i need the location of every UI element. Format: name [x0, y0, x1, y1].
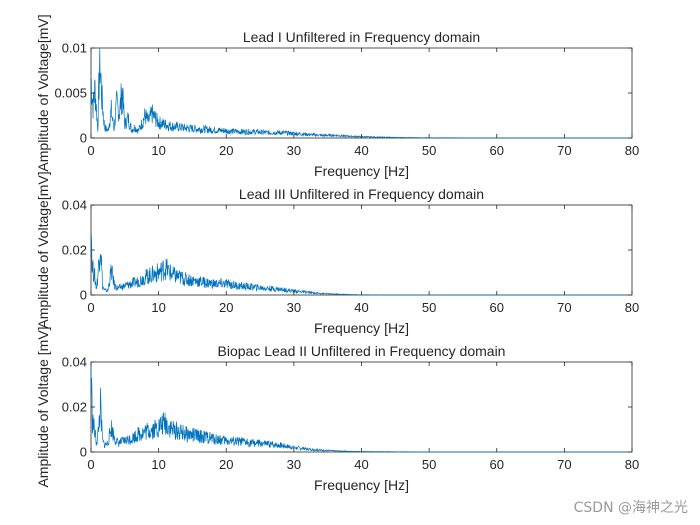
x-tick-label: 70 [557, 457, 571, 472]
x-tick-label: 50 [422, 300, 436, 315]
x-tick-label: 50 [422, 457, 436, 472]
x-tick-label: 70 [557, 300, 571, 315]
x-tick-label: 10 [151, 143, 165, 158]
chart-panel-3: 0 10 20 30 40 50 60 70 80 0 0.02 0.04 Biopac Lead II… [35, 326, 639, 493]
x-tick-label: 80 [625, 300, 639, 315]
x-tick-label: 30 [287, 457, 301, 472]
x-tick-label: 20 [219, 457, 233, 472]
x-tick-label: 80 [625, 457, 639, 472]
y-tick-label: 0.04 [62, 198, 87, 213]
y-tick-label: 0.01 [62, 41, 87, 56]
x-tick-label: 10 [151, 300, 165, 315]
x-axis-label: Frequency [Hz] [314, 320, 409, 336]
axes-box [90, 204, 633, 296]
chart-title: Lead I Unfiltered in Frequency domain [243, 29, 480, 45]
x-tick-label: 40 [354, 143, 368, 158]
y-axis-label: Amplitude of Voltage[mV] [35, 14, 51, 171]
x-tick-label: 10 [151, 457, 165, 472]
chart-title: Lead III Unfiltered in Frequency domain [239, 186, 484, 202]
x-tick-label: 40 [354, 300, 368, 315]
watermark: CSDN @海神之光 [573, 500, 688, 516]
y-tick-label: 0 [80, 445, 87, 460]
x-axis-label: Frequency [Hz] [314, 163, 409, 179]
x-tick-label: 20 [219, 300, 233, 315]
y-tick-label: 0.005 [54, 86, 87, 101]
y-tick-label: 0.02 [62, 400, 87, 415]
x-tick-label: 0 [87, 143, 94, 158]
axes-box [90, 361, 633, 453]
y-tick-label: 0 [80, 131, 87, 146]
x-tick-label: 0 [87, 300, 94, 315]
x-tick-label: 60 [490, 143, 504, 158]
x-tick-label: 60 [490, 457, 504, 472]
chart-panel-1: 0 10 20 30 40 50 60 70 80 0 0.005 0.01 Lead I Unfilt… [35, 14, 639, 179]
y-axis-label: Amplitude of Voltage[mV] [35, 171, 51, 328]
axes-box [90, 47, 633, 139]
x-tick-label: 40 [354, 457, 368, 472]
chart-title: Biopac Lead II Unfiltered in Frequency d… [218, 343, 506, 359]
x-tick-label: 60 [490, 300, 504, 315]
x-tick-label: 0 [87, 457, 94, 472]
x-tick-label: 50 [422, 143, 436, 158]
y-axis-label: Amplitude of Voltage [mV] [35, 326, 51, 487]
chart-panel-2: 0 10 20 30 40 50 60 70 80 0 0.02 0.04 Lead III Unfil… [35, 171, 639, 336]
y-tick-label: 0.04 [62, 355, 87, 370]
x-tick-label: 30 [287, 143, 301, 158]
x-tick-label: 20 [219, 143, 233, 158]
y-tick-label: 0.02 [62, 243, 87, 258]
x-tick-label: 30 [287, 300, 301, 315]
x-tick-label: 80 [625, 143, 639, 158]
x-axis-label: Frequency [Hz] [314, 477, 409, 493]
y-tick-label: 0 [80, 288, 87, 303]
x-tick-label: 70 [557, 143, 571, 158]
